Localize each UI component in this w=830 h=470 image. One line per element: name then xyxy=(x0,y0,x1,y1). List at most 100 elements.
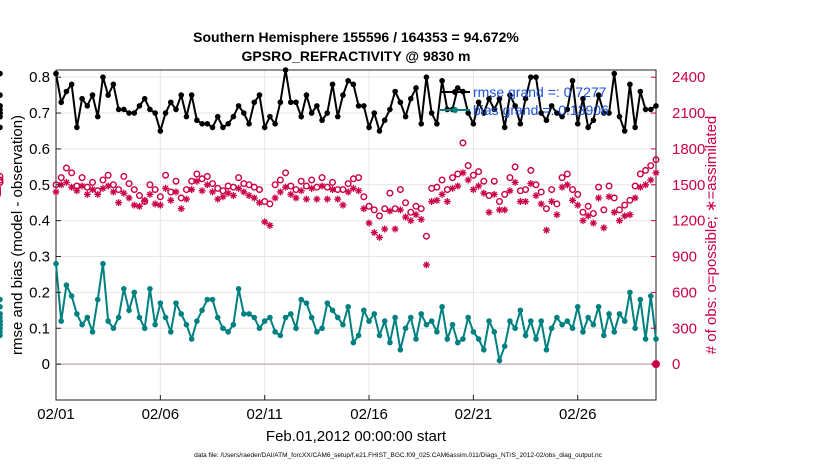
asterisk-stroke xyxy=(157,202,164,209)
bias-point xyxy=(167,329,174,335)
assimilated-obs-point xyxy=(495,206,503,214)
bias-point xyxy=(601,332,607,339)
possible-obs-point xyxy=(266,200,274,208)
rmse-point xyxy=(527,74,534,80)
bias-point xyxy=(585,314,591,321)
assimilated-obs-point xyxy=(605,193,613,201)
asterisk-stroke xyxy=(293,195,299,201)
rmse-point xyxy=(533,74,539,80)
possible-obs-point xyxy=(360,193,368,201)
bias-point xyxy=(183,321,190,328)
asterisk-stroke xyxy=(251,195,258,201)
rmse-point xyxy=(162,110,169,116)
assimilated-obs-point xyxy=(329,186,337,194)
rmse-point xyxy=(345,77,351,84)
rmse-point xyxy=(79,95,85,102)
rmse-point xyxy=(491,106,498,113)
possible-obs-point xyxy=(125,180,133,188)
assimilated-obs-point xyxy=(459,169,467,177)
possible-obs-point xyxy=(297,177,305,185)
asterisk-stroke xyxy=(100,185,106,192)
possible-obs-point xyxy=(621,201,629,209)
asterisk-stroke xyxy=(543,227,550,234)
possible-obs-point xyxy=(0,176,4,184)
asterisk-stroke xyxy=(225,190,232,197)
rmse-point xyxy=(126,110,132,116)
rmse-point xyxy=(517,121,524,127)
asterisk-stroke xyxy=(413,211,419,218)
rmse-point xyxy=(465,110,471,116)
assimilated-obs-point xyxy=(501,206,509,214)
possible-obs-point xyxy=(78,174,86,182)
asterisk-stroke xyxy=(496,206,503,213)
rmse-point xyxy=(74,124,80,131)
rmse-point xyxy=(308,110,315,116)
bias-point xyxy=(454,339,461,346)
possible-obs-point xyxy=(151,186,159,194)
possible-obs-point xyxy=(355,174,363,182)
assimilated-obs-point xyxy=(198,187,206,195)
ticks-layer: 0 0.1 0.2 0.3 0.4 0.5 0.6 0.7 0.8 0 300 600 900 1200 1… xyxy=(29,69,705,423)
bias-point xyxy=(621,318,628,324)
y-tick-label-right: 1800 xyxy=(672,141,705,158)
rmse-point xyxy=(616,113,623,120)
rmse-point xyxy=(303,92,310,98)
bias-point xyxy=(319,325,325,332)
y-tick-label-left: 0.3 xyxy=(29,249,50,266)
assimilated-obs-point xyxy=(631,194,639,202)
asterisk-stroke xyxy=(611,209,618,216)
rmse-point xyxy=(355,103,362,109)
assimilated-obs-point xyxy=(480,189,488,197)
asterisk-stroke xyxy=(449,185,456,192)
assimilated-obs-point xyxy=(73,187,81,195)
possible-obs-point xyxy=(313,183,321,191)
bias-point xyxy=(632,325,638,332)
rmse-point xyxy=(381,117,388,124)
asterisk-stroke xyxy=(167,197,174,204)
possible-obs-point xyxy=(532,181,540,189)
asterisk-stroke xyxy=(204,181,211,188)
bias-point xyxy=(423,321,430,328)
rmse-point xyxy=(371,110,378,116)
rmse-point xyxy=(298,113,305,120)
assimilated-obs-point xyxy=(172,188,180,196)
asterisk-stroke xyxy=(84,191,91,198)
bias-point xyxy=(84,314,91,321)
assimilated-obs-point xyxy=(584,212,592,220)
asterisk-stroke xyxy=(517,198,524,205)
asterisk-stroke xyxy=(564,181,571,188)
possible-obs-point xyxy=(563,170,571,178)
asterisk-stroke xyxy=(460,169,466,176)
assimilated-obs-point xyxy=(615,217,623,225)
bias-point xyxy=(53,260,59,267)
assimilated-obs-point xyxy=(68,183,76,191)
possible-obs-point xyxy=(579,208,587,216)
rmse-point xyxy=(637,88,644,95)
rmse-point xyxy=(204,121,211,127)
assimilated-obs-point xyxy=(506,187,514,195)
bias-point xyxy=(501,343,508,349)
bias-point xyxy=(324,300,331,306)
assimilated-obs-point xyxy=(563,181,571,189)
y-tick-label-right: 2100 xyxy=(672,105,705,122)
rmse-point xyxy=(314,103,320,109)
bias-point xyxy=(606,311,612,317)
rmse-point xyxy=(68,81,75,88)
bias-point xyxy=(110,325,117,332)
possible-obs-point xyxy=(433,183,441,191)
assimilated-obs-point xyxy=(130,201,138,209)
possible-obs-point xyxy=(495,198,503,206)
possible-obs-point xyxy=(396,186,404,194)
bias-point xyxy=(261,318,268,324)
rmse-point xyxy=(621,128,628,134)
assimilated-obs-point xyxy=(156,201,164,209)
rmse-point xyxy=(538,110,545,116)
bias-point xyxy=(115,314,122,321)
assimilated-obs-point xyxy=(261,218,269,226)
possible-obs-point xyxy=(506,174,514,182)
possible-obs-point xyxy=(104,171,112,179)
assimilated-obs-point xyxy=(266,221,274,229)
bias-point xyxy=(361,307,367,314)
bias-point xyxy=(235,286,242,292)
asterisk-stroke xyxy=(89,186,96,193)
